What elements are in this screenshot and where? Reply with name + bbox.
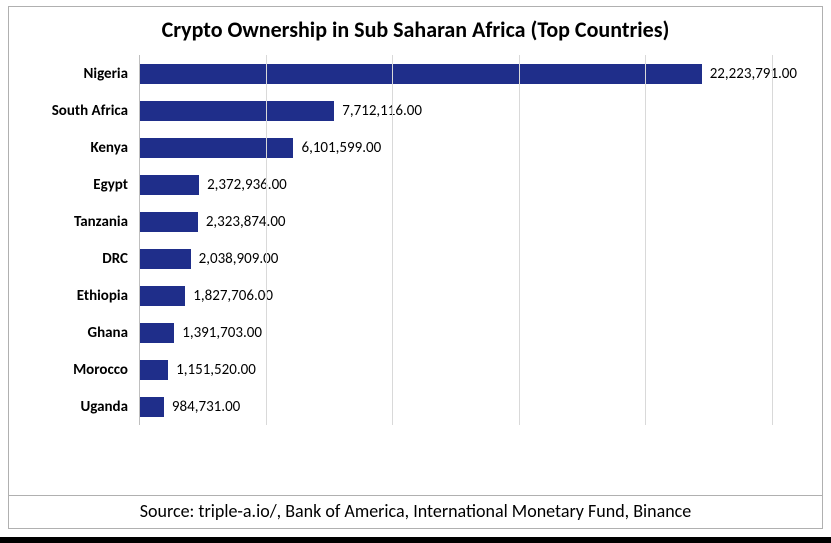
category-label: Uganda: [24, 398, 134, 416]
bar: [139, 249, 191, 269]
value-label: 1,151,520.00: [176, 361, 256, 379]
chart-title: Crypto Ownership in Sub Saharan Africa (…: [29, 17, 802, 43]
bar-row: Ethiopia1,827,706.00: [139, 282, 772, 310]
category-label: Ethiopia: [24, 287, 134, 305]
grid-line: [139, 55, 140, 425]
value-label: 2,323,874.00: [206, 213, 286, 231]
bar: [139, 212, 198, 232]
bar-row: South Africa7,712,116.00: [139, 97, 772, 125]
value-label: 7,712,116.00: [342, 102, 422, 120]
grid-line: [772, 55, 773, 425]
value-label: 6,101,599.00: [301, 139, 381, 157]
bar-row: Tanzania2,323,874.00: [139, 208, 772, 236]
bar-row: Morocco1,151,520.00: [139, 356, 772, 384]
source-text: Source: triple-a.io/, Bank of America, I…: [140, 500, 692, 522]
figure-container: Crypto Ownership in Sub Saharan Africa (…: [0, 0, 831, 543]
bar: [139, 138, 293, 158]
grid-line: [519, 55, 520, 425]
category-label: DRC: [24, 250, 134, 268]
bar: [139, 360, 168, 380]
bar-row: Uganda984,731.00: [139, 393, 772, 421]
category-label: Nigeria: [24, 65, 134, 83]
category-label: Egypt: [24, 176, 134, 194]
category-label: Tanzania: [24, 213, 134, 231]
category-label: Morocco: [24, 361, 134, 379]
value-label: 984,731.00: [172, 398, 240, 416]
category-label: Kenya: [24, 139, 134, 157]
bar-row: Kenya6,101,599.00: [139, 134, 772, 162]
grid-line: [645, 55, 646, 425]
bar-row: DRC2,038,909.00: [139, 245, 772, 273]
grid-line: [266, 55, 267, 425]
value-label: 22,223,791.00: [710, 65, 797, 83]
plot-inner: Nigeria22,223,791.00 South Africa7,712,11…: [139, 55, 772, 425]
bar-rows: Nigeria22,223,791.00 South Africa7,712,11…: [139, 55, 772, 425]
bar-row: Ghana1,391,703.00: [139, 319, 772, 347]
plot-area: Nigeria22,223,791.00 South Africa7,712,11…: [29, 55, 802, 435]
bar: [139, 286, 185, 306]
bar: [139, 397, 164, 417]
grid-line: [392, 55, 393, 425]
bar: [139, 64, 702, 84]
value-label: 2,372,936.00: [207, 176, 287, 194]
bar: [139, 175, 199, 195]
category-label: Ghana: [24, 324, 134, 342]
value-label: 1,391,703.00: [182, 324, 262, 342]
bar-row: Egypt2,372,936.00: [139, 171, 772, 199]
bar: [139, 323, 174, 343]
bar: [139, 101, 334, 121]
chart-frame: Crypto Ownership in Sub Saharan Africa (…: [8, 6, 823, 496]
bar-row: Nigeria22,223,791.00: [139, 60, 772, 88]
source-box: Source: triple-a.io/, Bank of America, I…: [8, 496, 823, 529]
category-label: South Africa: [24, 102, 134, 120]
value-label: 1,827,706.00: [193, 287, 273, 305]
